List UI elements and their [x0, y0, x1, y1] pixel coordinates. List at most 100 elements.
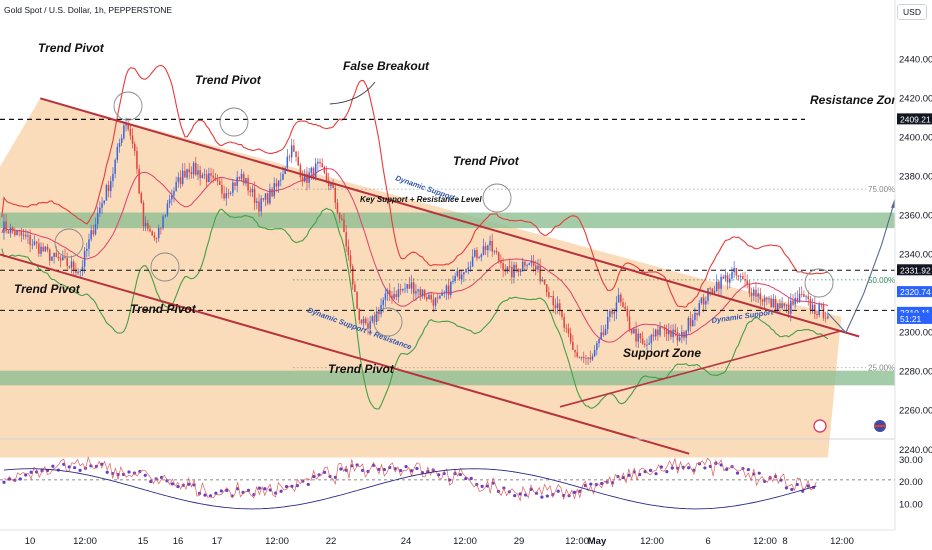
candle-body	[593, 350, 596, 357]
candle-body	[639, 333, 642, 339]
candle-body	[702, 297, 705, 305]
price-badge-label: 2409.21	[900, 114, 931, 124]
candle-body	[378, 311, 380, 315]
candle-body	[277, 180, 280, 187]
rsi-pane	[0, 438, 932, 510]
candle-body	[554, 305, 557, 309]
candle-body	[811, 304, 814, 310]
candle-body	[822, 304, 825, 318]
candle-body	[606, 316, 609, 330]
candle-body	[179, 177, 182, 185]
rsi-dot	[659, 465, 664, 469]
candle-body	[750, 293, 753, 296]
candle-body	[212, 175, 214, 178]
candle-body	[587, 357, 589, 359]
candle-body	[18, 230, 20, 232]
candle-body	[609, 310, 611, 317]
candle-body	[478, 257, 480, 259]
candle-body	[691, 319, 694, 327]
candle-body	[539, 265, 541, 282]
candle-body	[266, 193, 269, 204]
candle-body	[72, 261, 75, 270]
candle-body	[500, 260, 502, 264]
candle-body	[611, 310, 613, 314]
candle-body	[766, 297, 768, 300]
candle-body	[232, 182, 234, 193]
price-tick-label: 2440.00	[899, 54, 932, 65]
candle-body	[382, 299, 384, 305]
candle-body	[391, 295, 393, 299]
candle-body	[70, 261, 73, 268]
candle-body	[781, 303, 783, 308]
candle-body	[515, 264, 517, 269]
candle-body	[92, 230, 95, 235]
candle-body	[768, 298, 770, 300]
candle-body	[798, 293, 801, 302]
candle-body	[386, 290, 389, 294]
price-tick-label: 2300.00	[899, 328, 932, 339]
candle-body	[532, 261, 535, 266]
candle-body	[657, 329, 659, 336]
candle-body	[526, 265, 528, 266]
candle-body	[138, 168, 140, 194]
rsi-dot	[545, 494, 549, 498]
candle-body	[476, 249, 478, 259]
candle-body	[700, 297, 703, 304]
candle-body	[715, 281, 718, 291]
rsi-dot	[203, 493, 207, 497]
price-badge	[897, 113, 932, 125]
rsi-dot	[784, 486, 789, 490]
candle-body	[434, 297, 437, 306]
candle-body	[354, 284, 356, 292]
rsi-dot	[654, 472, 658, 476]
candle-body	[480, 254, 483, 258]
rsi-dot	[225, 488, 229, 493]
candle-body	[325, 172, 328, 181]
candle-body	[460, 274, 463, 280]
candle-body	[107, 185, 110, 192]
candle-body	[42, 246, 44, 252]
candle-body	[493, 251, 496, 252]
pivot-circle	[373, 307, 403, 337]
candle-body	[753, 289, 755, 296]
candle-body	[48, 249, 51, 261]
symbol-title: Gold Spot / U.S. Dollar, 1h, PEPPERSTONE	[4, 5, 173, 15]
fib-label: 75.00%	[868, 185, 895, 194]
candle-body	[604, 329, 607, 336]
rsi-dot	[295, 484, 299, 488]
candle-body	[484, 246, 487, 251]
candle-body	[827, 316, 829, 319]
rsi-dot	[263, 487, 267, 491]
candle-body	[341, 218, 343, 220]
rsi-dot	[735, 471, 740, 475]
candle-body	[517, 268, 520, 273]
rsi-dot	[219, 489, 223, 493]
rsi-dot	[306, 482, 310, 487]
candle-body	[652, 334, 655, 337]
candle-body	[685, 330, 687, 338]
rsi-dot	[279, 489, 283, 493]
candle-body	[371, 316, 374, 322]
candle-body	[112, 173, 114, 182]
candle-body	[11, 227, 14, 232]
candle-body	[290, 145, 293, 158]
candle-body	[94, 224, 97, 235]
candle-body	[218, 181, 221, 185]
rsi-dot	[366, 469, 370, 474]
currency-button[interactable]: USD	[897, 4, 927, 20]
flag-stripe	[874, 425, 886, 427]
candle-body	[184, 170, 186, 178]
candle-body	[445, 285, 448, 293]
time-tick-label: 17	[212, 536, 223, 547]
candle-body	[188, 169, 191, 173]
candle-body	[565, 327, 568, 329]
candle-body	[637, 333, 640, 342]
candle-body	[125, 123, 127, 126]
candle-body	[598, 339, 600, 344]
candle-body	[613, 311, 616, 314]
candle-body	[787, 304, 790, 314]
candle-body	[33, 241, 36, 245]
time-tick-label: 12:00	[265, 536, 289, 547]
rsi-dot	[105, 470, 109, 474]
candle-body	[312, 167, 315, 178]
